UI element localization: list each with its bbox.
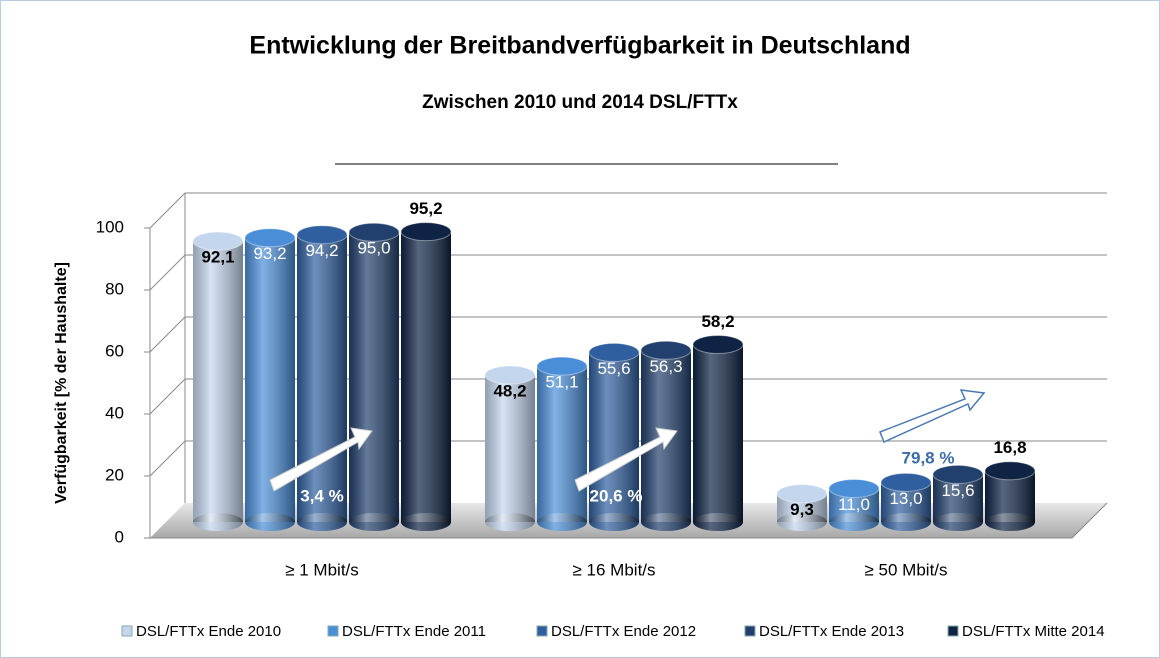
bar-shade xyxy=(693,344,743,522)
chart-title: Entwicklung der Breitbandverfügbarkeit i… xyxy=(249,32,910,60)
grid-line xyxy=(149,378,186,415)
legend-label: DSL/FTTx Ende 2012 xyxy=(551,623,696,640)
bar-shade xyxy=(193,241,243,522)
bar-shade xyxy=(485,374,535,522)
data-label: 9,3 xyxy=(790,500,814,519)
legend-swatch xyxy=(327,625,339,637)
grid-line xyxy=(149,192,186,229)
bar-top xyxy=(588,342,640,362)
annotation: 79,8 % xyxy=(902,448,955,467)
y-axis-label: Verfügbarkeit [% der Haushalte] xyxy=(53,262,70,504)
x-tick-label: ≥ 1 Mbit/s xyxy=(285,560,359,579)
bar-shade xyxy=(589,352,639,522)
data-label: 95,0 xyxy=(357,239,390,258)
data-label: 56,3 xyxy=(649,357,682,376)
bar-top xyxy=(192,231,244,251)
bar-top xyxy=(640,340,692,360)
legend-label: DSL/FTTx Mitte 2014 xyxy=(962,623,1105,640)
legend-label: DSL/FTTx Ende 2010 xyxy=(136,623,281,640)
annotation: 20,6 % xyxy=(590,486,643,505)
y-tick-label: 60 xyxy=(105,341,124,360)
arrow xyxy=(879,389,986,444)
y-tick-label: 80 xyxy=(105,279,124,298)
legend-swatch xyxy=(536,625,548,637)
data-label: 94,2 xyxy=(305,241,338,260)
bar-top xyxy=(828,478,880,498)
bar-shade xyxy=(537,366,587,522)
bar-top xyxy=(880,472,932,492)
data-label: 58,2 xyxy=(701,312,734,331)
data-label: 48,2 xyxy=(493,381,526,400)
y-tick-label: 100 xyxy=(96,217,124,236)
legend-swatch xyxy=(121,625,133,637)
bar-top xyxy=(348,222,400,242)
bar-top xyxy=(296,225,348,245)
y-tick-label: 20 xyxy=(105,465,124,484)
arrow xyxy=(574,427,678,492)
legend-label: DSL/FTTx Ende 2013 xyxy=(759,623,904,640)
y-tick-label: 0 xyxy=(115,527,124,546)
bar-top xyxy=(536,356,588,376)
data-label: 51,1 xyxy=(545,373,578,392)
arrow xyxy=(269,427,373,492)
x-tick-label: ≥ 16 Mbit/s xyxy=(572,560,655,579)
data-label: 13,0 xyxy=(889,489,922,508)
data-label: 11,0 xyxy=(838,495,870,514)
data-label: 55,6 xyxy=(597,359,630,378)
floor-edge xyxy=(1071,502,1108,539)
bar-top xyxy=(776,484,828,504)
bar-top xyxy=(400,222,452,242)
bar-shade xyxy=(297,234,347,522)
legend-label: DSL/FTTx Ende 2011 xyxy=(342,623,486,640)
bar-shade xyxy=(401,231,451,522)
chart-subtitle: Zwischen 2010 und 2014 DSL/FTTx xyxy=(422,92,738,113)
data-label: 92,1 xyxy=(201,248,234,267)
bar-top xyxy=(984,461,1036,481)
x-tick-label: ≥ 50 Mbit/s xyxy=(864,560,947,579)
bar-top xyxy=(932,464,984,484)
grid-line xyxy=(149,254,186,291)
legend-swatch xyxy=(744,625,756,637)
bar-shade xyxy=(349,232,399,522)
y-tick-label: 40 xyxy=(105,403,124,422)
legend-swatch xyxy=(947,625,959,637)
bar-top xyxy=(692,334,744,354)
grid-line xyxy=(149,316,186,353)
data-label: 15,6 xyxy=(941,481,974,500)
bar-top xyxy=(484,365,536,385)
annotation: 3,4 % xyxy=(300,486,343,505)
data-label: 16,8 xyxy=(993,438,1026,457)
data-label: 95,2 xyxy=(409,199,442,218)
data-label: 93,2 xyxy=(253,244,286,263)
grid-line xyxy=(149,440,186,477)
bar-top xyxy=(244,228,296,248)
